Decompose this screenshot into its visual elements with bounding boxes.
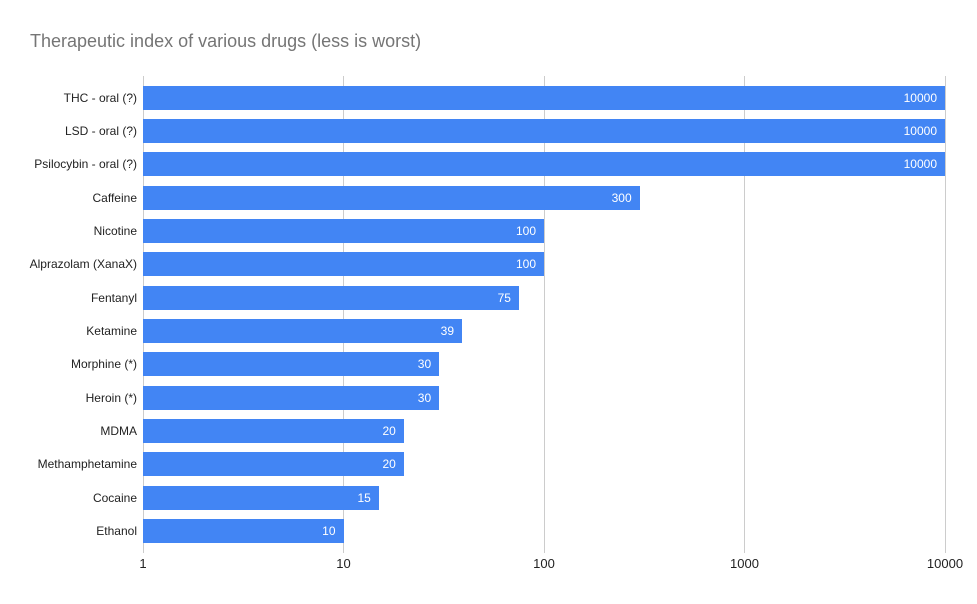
category-label: Fentanyl [90,290,137,305]
bar-value-label: 100 [515,257,536,272]
bar[interactable]: 10000 [143,152,945,177]
bar[interactable]: 10000 [143,85,945,110]
bar[interactable]: 75 [143,285,519,310]
gridline [343,76,344,553]
bar[interactable]: 20 [143,452,404,477]
category-label: LSD - oral (?) [64,123,137,138]
category-label: Ketamine [86,323,137,338]
category-label: Psilocybin - oral (?) [34,157,137,172]
category-axis-labels: THC - oral (?) LSD - oral (?) Psilocybin -… [0,0,137,604]
category-label: Cocaine [92,490,137,505]
bar[interactable]: 10000 [143,118,945,143]
x-axis-tick-label: 1 [139,556,147,571]
category-label: Heroin (*) [85,390,137,405]
category-label: Alprazolam (XanaX) [29,257,137,272]
category-label: Methamphetamine [37,457,137,472]
bar[interactable]: 20 [143,419,404,443]
category-label: THC - oral (?) [63,90,137,105]
category-label: Nicotine [93,223,137,238]
bar-value-label: 10 [322,524,336,539]
bar-value-label: 30 [417,357,432,372]
bar[interactable]: 30 [143,352,440,377]
bar-value-label: 39 [440,323,454,338]
bar-value-label: 10000 [903,90,937,105]
bar[interactable]: 100 [143,218,544,243]
gridline [944,76,946,553]
plot-area: 10000 10000 10000 300 100 100 75 39 30 30 20 20 15 10 [142,76,946,553]
bar-value-label: 10000 [903,123,937,138]
bar-value-label: 30 [417,390,432,405]
gridline [543,76,545,553]
category-label: Ethanol [96,524,137,539]
bar[interactable]: 39 [143,318,462,343]
gridline [142,76,144,553]
bar-value-label: 75 [497,290,511,305]
category-label: Morphine (*) [70,357,137,372]
bar-value-label: 20 [382,457,396,472]
bar-value-label: 15 [357,490,371,505]
bar[interactable]: 15 [143,485,379,510]
bar-value-label: 300 [611,190,632,205]
category-label: MDMA [100,424,137,438]
x-axis-tick-label: 10 [336,556,351,571]
bar[interactable]: 100 [143,252,544,277]
bar[interactable]: 30 [143,385,440,410]
gridline [744,76,745,553]
chart-title: Therapeutic index of various drugs (less… [30,31,422,51]
bar[interactable]: 300 [143,185,640,210]
bar-value-label: 20 [382,424,396,438]
x-axis-tick-label: 1000 [730,556,759,571]
bar-value-label: 100 [515,223,536,238]
category-label: Caffeine [92,190,137,205]
bar-value-label: 10000 [903,157,937,172]
x-axis-tick-label: 100 [533,556,555,571]
bar[interactable]: 10 [143,519,344,544]
x-axis-tick-label: 10000 [926,556,964,571]
